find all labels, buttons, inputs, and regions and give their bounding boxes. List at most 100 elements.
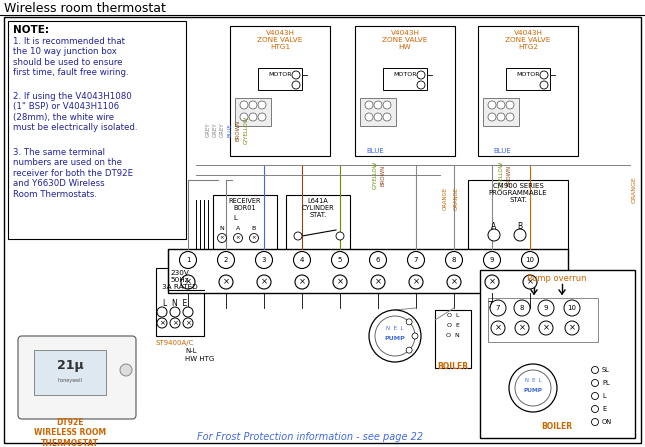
Text: 1: 1	[186, 257, 190, 263]
Text: O  N: O N	[446, 333, 460, 338]
Circle shape	[258, 113, 266, 121]
Circle shape	[294, 232, 302, 240]
Bar	[168, 249, 568, 293]
Text: PL: PL	[602, 380, 610, 386]
Text: GREY: GREY	[219, 122, 224, 137]
Circle shape	[255, 252, 272, 269]
Text: 8: 8	[451, 257, 456, 263]
Text: GREY: GREY	[206, 122, 210, 137]
Text: 7: 7	[413, 257, 418, 263]
Text: G/YELLOW: G/YELLOW	[373, 161, 377, 189]
Circle shape	[375, 316, 415, 356]
Circle shape	[497, 101, 505, 109]
Text: ×: ×	[261, 278, 268, 287]
Circle shape	[491, 321, 505, 335]
Text: 3: 3	[262, 257, 266, 263]
Circle shape	[157, 307, 167, 317]
Circle shape	[523, 275, 537, 289]
Circle shape	[369, 310, 421, 362]
Text: N-L: N-L	[185, 348, 197, 354]
Bar	[506, 68, 550, 90]
Bar	[286, 195, 350, 253]
Text: BLUE: BLUE	[228, 123, 232, 137]
Text: GREY: GREY	[212, 122, 217, 137]
Text: 10: 10	[568, 305, 577, 311]
Bar	[156, 268, 204, 336]
Text: O  L: O L	[447, 313, 459, 318]
Text: 7: 7	[496, 305, 501, 311]
Circle shape	[157, 318, 167, 328]
Bar	[383, 68, 427, 90]
Text: ×: ×	[235, 236, 241, 240]
Circle shape	[408, 252, 424, 269]
Text: L  N  E: L N E	[163, 299, 187, 308]
Text: PUMP: PUMP	[524, 388, 542, 393]
Text: RECEIVER
BOR01: RECEIVER BOR01	[229, 198, 261, 211]
Text: MOTOR: MOTOR	[268, 72, 292, 77]
Text: BROWN: BROWN	[381, 164, 386, 186]
Text: SL: SL	[602, 367, 610, 373]
Text: MOTOR: MOTOR	[516, 72, 540, 77]
Text: ORANGE: ORANGE	[442, 186, 448, 210]
Circle shape	[240, 113, 248, 121]
Text: ×: ×	[413, 278, 419, 287]
Text: ×: ×	[185, 320, 191, 326]
Circle shape	[406, 347, 412, 353]
Circle shape	[120, 364, 132, 376]
Circle shape	[591, 367, 599, 374]
Circle shape	[374, 113, 382, 121]
Text: L: L	[233, 215, 237, 221]
Circle shape	[540, 71, 548, 79]
Circle shape	[515, 321, 529, 335]
Circle shape	[488, 229, 500, 241]
Circle shape	[488, 113, 496, 121]
Text: A: A	[491, 222, 497, 231]
Circle shape	[538, 300, 554, 316]
Text: L: L	[602, 393, 606, 399]
Circle shape	[295, 275, 309, 289]
Text: ×: ×	[495, 324, 502, 333]
Text: ×: ×	[252, 236, 256, 240]
Bar	[230, 26, 330, 156]
Circle shape	[522, 252, 539, 269]
Circle shape	[565, 321, 579, 335]
Text: 2. If using the V4043H1080
(1" BSP) or V4043H1106
(28mm), the white wire
must be: 2. If using the V4043H1080 (1" BSP) or V…	[13, 92, 137, 132]
Text: 21µ: 21µ	[57, 359, 83, 372]
Bar	[34, 350, 106, 395]
Circle shape	[539, 321, 553, 335]
Text: PUMP: PUMP	[384, 336, 405, 341]
Circle shape	[374, 101, 382, 109]
Circle shape	[292, 81, 300, 89]
Bar	[360, 98, 396, 126]
Text: NOTE:: NOTE:	[13, 25, 49, 35]
Text: O  E: O E	[446, 323, 459, 328]
Circle shape	[293, 252, 310, 269]
Circle shape	[217, 233, 226, 243]
Text: Pump overrun: Pump overrun	[527, 274, 587, 283]
FancyBboxPatch shape	[18, 336, 136, 419]
Circle shape	[217, 252, 235, 269]
Text: 4: 4	[300, 257, 304, 263]
Circle shape	[591, 405, 599, 413]
Text: CM900 SERIES
PROGRAMMABLE
STAT.: CM900 SERIES PROGRAMMABLE STAT.	[489, 183, 548, 203]
Text: ON: ON	[602, 419, 612, 425]
Text: B: B	[517, 222, 522, 231]
Circle shape	[506, 101, 514, 109]
Text: ×: ×	[172, 320, 178, 326]
Circle shape	[485, 275, 499, 289]
Circle shape	[509, 364, 557, 412]
Bar	[478, 26, 578, 156]
Text: ST9400A/C: ST9400A/C	[156, 340, 194, 346]
Text: 9: 9	[544, 305, 548, 311]
Text: N  E  L: N E L	[386, 325, 404, 330]
Text: G/YELLOW: G/YELLOW	[499, 161, 504, 189]
Text: BLUE: BLUE	[493, 148, 511, 154]
Circle shape	[249, 113, 257, 121]
Circle shape	[371, 275, 385, 289]
Text: N: N	[220, 226, 224, 231]
Circle shape	[514, 300, 530, 316]
Circle shape	[484, 252, 501, 269]
Circle shape	[540, 81, 548, 89]
Circle shape	[219, 275, 233, 289]
Circle shape	[383, 113, 391, 121]
